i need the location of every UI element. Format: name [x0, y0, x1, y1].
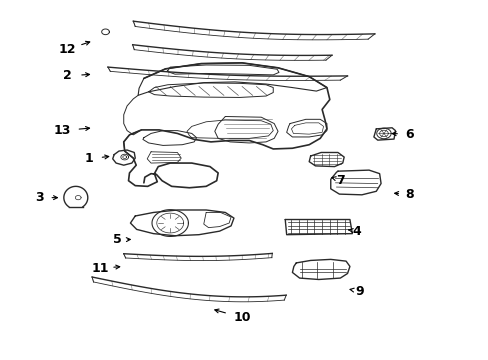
Text: 6: 6 [405, 128, 413, 141]
Text: 8: 8 [405, 188, 413, 201]
Text: 4: 4 [352, 225, 361, 238]
Text: 1: 1 [84, 152, 93, 165]
Text: 3: 3 [35, 191, 43, 204]
Text: 10: 10 [233, 311, 250, 324]
Text: 13: 13 [54, 124, 71, 137]
Text: 7: 7 [335, 174, 344, 186]
Text: 2: 2 [62, 69, 71, 82]
Text: 11: 11 [92, 262, 109, 275]
Text: 9: 9 [354, 285, 363, 298]
Text: 5: 5 [113, 234, 122, 247]
Text: 12: 12 [59, 43, 76, 56]
